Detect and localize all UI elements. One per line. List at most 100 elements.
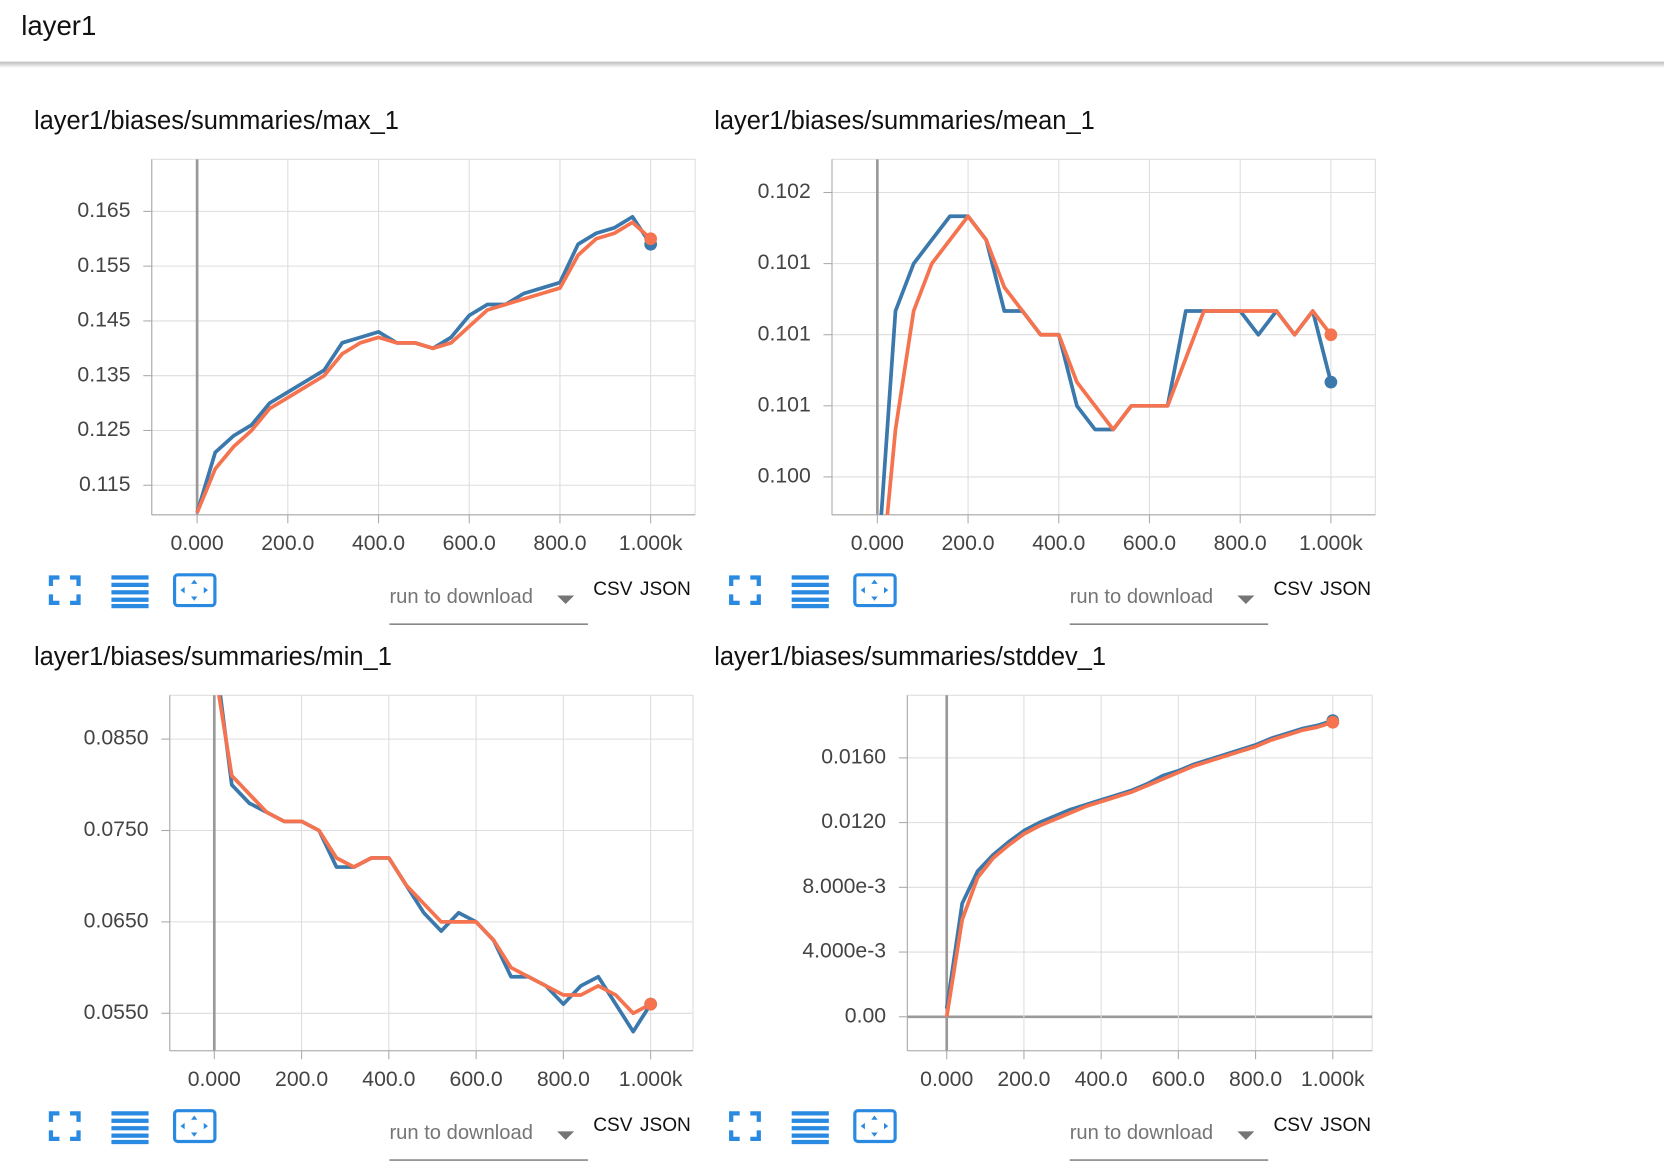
json-link[interactable]: JSON	[1320, 579, 1371, 600]
x-tick-label: 1.000k	[1301, 1068, 1365, 1091]
list-icon-line	[791, 1133, 829, 1138]
fit-icon-frame	[853, 1109, 897, 1144]
plot-frame	[151, 158, 696, 516]
y-tick-label: 0.165	[77, 199, 130, 222]
series-line	[944, 718, 1334, 1009]
chart-title: layer1/biases/summaries/stddev_1	[714, 643, 1106, 671]
csv-link[interactable]: CSV	[593, 579, 633, 600]
y-tick-label: 0.125	[77, 418, 130, 441]
log-scale-button[interactable]	[791, 575, 829, 609]
chart-controls: run to download CSV JSON	[729, 573, 1371, 625]
list-icon-line	[791, 1139, 829, 1145]
x-tick-label: 400.0	[352, 532, 405, 555]
list-icon-line	[111, 1133, 149, 1138]
run-select-arrow[interactable]	[1237, 595, 1255, 604]
y-tick-label: 0.101	[758, 393, 811, 416]
x-tick-label: 600.0	[1152, 1068, 1205, 1091]
y-tick-label: 0.100	[758, 465, 811, 488]
json-link[interactable]: JSON	[640, 579, 691, 600]
list-icon-line	[791, 597, 829, 602]
list-icon-line	[111, 590, 149, 595]
fullscreen-icon-corner	[750, 594, 761, 606]
fit-domain-button[interactable]	[172, 1109, 217, 1144]
run-select-arrow[interactable]	[1237, 1131, 1255, 1140]
run-select[interactable]: run to download	[389, 1122, 532, 1144]
x-tick-label: 0.000	[188, 1068, 241, 1091]
series-end-dot	[644, 232, 658, 246]
fullscreen-button[interactable]	[48, 575, 81, 606]
y-tick-label: 0.0750	[84, 818, 149, 841]
log-scale-button[interactable]	[791, 1111, 829, 1145]
json-link[interactable]: JSON	[640, 1115, 691, 1136]
fit-icon-arrows	[180, 579, 208, 601]
y-tick-label: 0.155	[77, 254, 130, 277]
fit-domain-button[interactable]	[172, 573, 217, 608]
list-icon-line	[111, 1111, 149, 1116]
run-select[interactable]: run to download	[1070, 1122, 1213, 1144]
x-tick-label: 600.0	[450, 1068, 503, 1091]
list-icon-line	[111, 603, 149, 609]
run-select[interactable]: run to download	[389, 586, 532, 608]
csv-link[interactable]: CSV	[1273, 1115, 1313, 1136]
list-icon-line	[111, 1118, 149, 1123]
list-icon-line	[111, 575, 149, 580]
list-icon-line	[111, 1139, 149, 1145]
series-line	[195, 220, 652, 514]
y-tick-label: 8.000e-3	[802, 875, 886, 898]
run-select[interactable]: run to download	[1070, 586, 1213, 608]
csv-link[interactable]: CSV	[1273, 579, 1313, 600]
fullscreen-icon-corner	[729, 594, 740, 606]
chart-controls: run to download CSV JSON	[729, 1109, 1371, 1161]
y-tick-label: 0.135	[77, 363, 130, 386]
fit-domain-button[interactable]	[853, 573, 897, 608]
plot-area	[879, 214, 1333, 515]
series-end-dot	[1324, 328, 1338, 342]
chart-panel: layer1/biases/summaries/max_1 0.115 0.125 0…	[34, 107, 696, 555]
plot-area	[195, 214, 653, 514]
list-icon-line	[791, 603, 829, 609]
y-tick-label: 0.0850	[84, 727, 149, 750]
fullscreen-icon-corner	[70, 594, 81, 606]
series-line	[879, 214, 1333, 515]
plot-frame	[831, 158, 1376, 516]
series-line	[885, 214, 1333, 515]
json-link[interactable]: JSON	[1320, 1115, 1371, 1136]
fullscreen-button[interactable]	[48, 1111, 81, 1141]
fullscreen-icon-corner	[729, 575, 740, 586]
list-icon-line	[111, 1126, 149, 1131]
csv-link[interactable]: CSV	[593, 1115, 633, 1136]
series-line	[195, 214, 653, 514]
x-tick-label: 200.0	[942, 532, 995, 555]
fullscreen-icon-corner	[729, 1130, 740, 1141]
fit-domain-button[interactable]	[853, 1109, 897, 1144]
x-tick-label: 800.0	[1229, 1068, 1282, 1091]
series-line	[944, 720, 1334, 1018]
x-tick-label: 200.0	[275, 1068, 328, 1091]
list-icon-line	[791, 1126, 829, 1131]
y-tick-label: 0.0550	[84, 1001, 149, 1024]
x-tick-label: 800.0	[533, 532, 586, 555]
x-tick-label: 400.0	[1032, 532, 1085, 555]
fullscreen-icon-corner	[750, 1111, 761, 1122]
header-shadow	[0, 61, 1664, 69]
fullscreen-button[interactable]	[729, 1111, 761, 1141]
run-select-arrow[interactable]	[557, 1131, 575, 1140]
fit-icon-arrows	[180, 1115, 208, 1137]
fullscreen-icon-corner	[70, 1111, 81, 1122]
fullscreen-icon-corner	[750, 1130, 761, 1141]
y-tick-label: 0.101	[758, 251, 811, 274]
log-scale-button[interactable]	[111, 1111, 149, 1145]
x-tick-label: 1.000k	[1299, 532, 1363, 555]
y-tick-label: 0.0120	[821, 810, 886, 833]
y-tick-label: 0.115	[79, 473, 131, 496]
series-line	[217, 695, 652, 1016]
log-scale-button[interactable]	[111, 575, 149, 609]
list-icon-line	[791, 1118, 829, 1123]
y-tick-label: 0.0650	[84, 910, 149, 933]
x-tick-label: 400.0	[1075, 1068, 1128, 1091]
fullscreen-button[interactable]	[729, 575, 761, 606]
run-select-arrow[interactable]	[557, 595, 575, 604]
series-end-dot	[644, 997, 658, 1011]
